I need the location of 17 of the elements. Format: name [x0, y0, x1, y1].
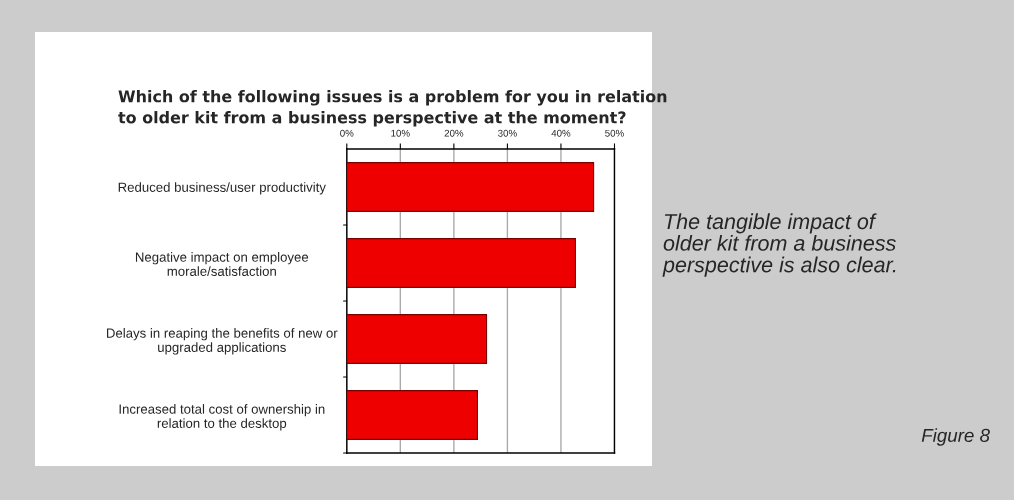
bar	[346, 390, 478, 440]
bar	[346, 238, 576, 288]
x-tick-label: 20%	[444, 129, 464, 137]
x-tick-label: 40%	[551, 129, 571, 137]
x-tick-label: 10%	[391, 129, 410, 137]
y-tick-label: Negative impact on employee morale/satisfaction	[135, 252, 309, 276]
y-tick-label: Delays in reaping the benefits of new or upgraded applications	[106, 328, 338, 355]
bar	[346, 314, 488, 364]
x-tick-label: 30%	[498, 129, 517, 137]
text: The tangible impact of older kit from a business perspective is also clear.	[662, 213, 896, 277]
chart-title: Which of the following issues is a problem for you in relation to older kit from a business perspective at the moment?	[118, 90, 667, 127]
x-tick-label: 0%	[340, 129, 354, 137]
caption: Figure 8	[921, 428, 990, 446]
y-tick-label: Reduced business/user productivity	[118, 182, 326, 195]
y-tick-label: Increased total cost of ownership in relation to the desktop	[119, 404, 325, 431]
bar	[346, 162, 595, 212]
x-tick-label: 50%	[605, 129, 624, 137]
